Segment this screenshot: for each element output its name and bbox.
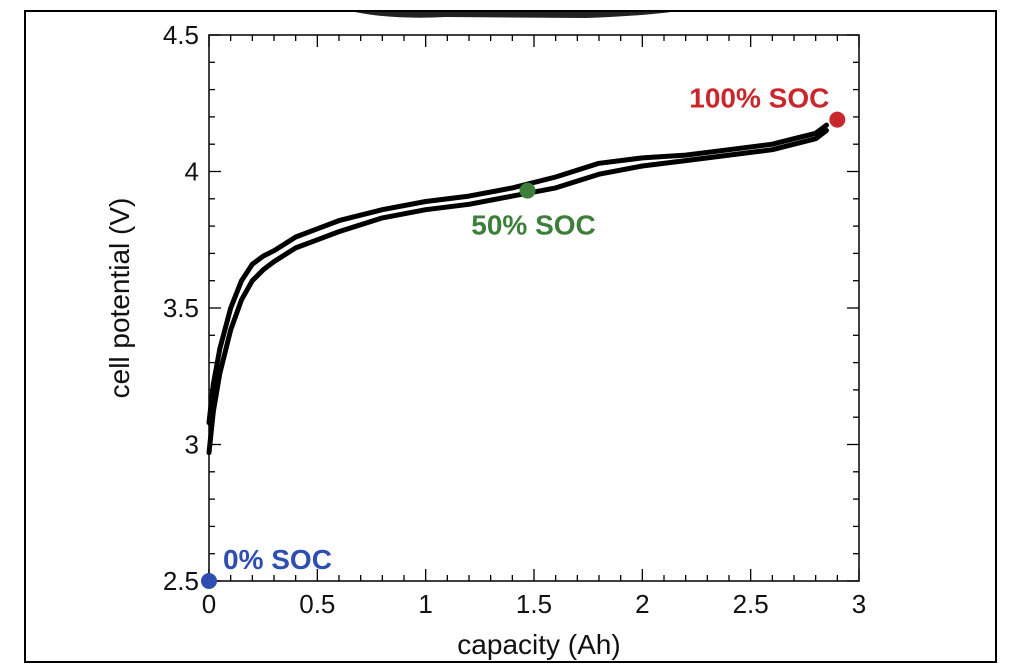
- soc-label: 100% SOC: [689, 83, 829, 114]
- curve-discharge: [206, 128, 829, 456]
- chart: 0 0.5 1 1.5 2 2.5 3 2.5 3 3.5 4 4.5 capacity (Ah) cel…: [104, 12, 866, 660]
- y-tick-label: 2.5: [163, 566, 199, 596]
- x-tick-label: 0: [202, 589, 216, 619]
- figure-frame: 0 0.5 1 1.5 2 2.5 3 2.5 3 3.5 4 4.5 capacity (Ah) cel…: [24, 10, 997, 663]
- chart-lines-layer: [206, 122, 829, 456]
- chart-markers-layer: 0% SOC 50% SOC 100% SOC: [201, 83, 846, 589]
- curve-charge: [206, 122, 829, 426]
- y-tick-label: 3: [185, 430, 199, 460]
- x-tick-label: 1: [418, 589, 432, 619]
- x-tick-label: 0.5: [299, 589, 335, 619]
- x-tick-label: 1.5: [516, 589, 552, 619]
- cropped-top-artifact: [354, 12, 672, 18]
- x-tick-label: 2.5: [733, 589, 769, 619]
- soc-marker: [201, 573, 217, 589]
- plot-area-border: [208, 34, 860, 582]
- soc-label: 0% SOC: [223, 544, 332, 575]
- y-axis-title: cell potential (V): [104, 198, 135, 399]
- x-tick-label: 2: [635, 589, 649, 619]
- soc-marker: [519, 182, 536, 199]
- x-axis-title: capacity (Ah): [457, 629, 620, 660]
- y-tick-label: 4: [185, 157, 199, 187]
- chart-axes-layer: 0 0.5 1 1.5 2 2.5 3 2.5 3 3.5 4 4.5 capacity (Ah) cel…: [104, 12, 866, 660]
- x-tick-label: 3: [852, 589, 866, 619]
- soc-marker: [829, 111, 846, 128]
- soc-label: 50% SOC: [471, 210, 596, 241]
- y-tick-label: 4.5: [163, 20, 199, 50]
- y-tick-label: 3.5: [163, 293, 199, 323]
